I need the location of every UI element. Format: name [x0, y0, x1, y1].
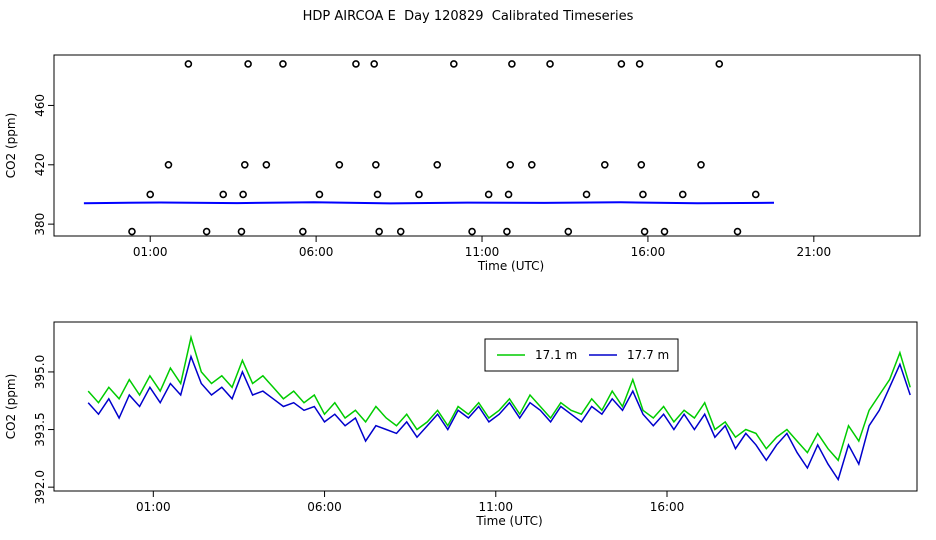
panel1-scatter-point [660, 227, 669, 236]
panel1-scatter-point [506, 160, 515, 169]
panel2-series-line-17-7-m [87, 354, 911, 482]
panel1-scatter-point [202, 227, 211, 236]
panel1-scatter-point [564, 227, 573, 236]
panel1-scatter-point [715, 60, 724, 68]
panel1-scatter-point [375, 227, 383, 236]
panel1-scatter-point [128, 227, 136, 236]
panel1-y-tick-label: 380 [33, 213, 47, 236]
panel1-scatter-point [582, 190, 591, 199]
panel1-scatter-point [640, 227, 649, 236]
panel1-scatter-point [503, 227, 511, 236]
panel1-scatter-point [352, 60, 360, 68]
panel1-scatter-point [450, 60, 458, 68]
panel1-scatter-point [639, 190, 647, 199]
panel1-scatter-point [433, 160, 442, 169]
panel2-x-axis-label: Time (UTC) [475, 514, 542, 528]
panel1-scatter-point [546, 60, 554, 68]
panel1-scatter-point [637, 160, 646, 169]
panel1-scatter-point [635, 60, 644, 68]
panel1-scatter-point [299, 227, 307, 236]
panel1-scatter-point [244, 60, 252, 68]
panel1-scatter-point [733, 227, 742, 236]
panel1-scatter-point [484, 190, 493, 199]
panel1-y-tick-label: 460 [33, 94, 47, 117]
panel1-scatter-point [617, 60, 626, 68]
panel2-y-tick-label: 395.0 [33, 355, 47, 389]
panel2-x-tick-label: 01:00 [136, 500, 171, 514]
panel1-scatter-point [527, 160, 536, 169]
panel1-scatter-point [697, 160, 705, 169]
panel1-scatter-point [237, 227, 246, 236]
panel2-y-tick-label: 392.0 [33, 470, 47, 504]
panel1-scatter-point [240, 160, 249, 169]
panel1-scatter-point [262, 160, 271, 169]
panel1-x-tick-label: 06:00 [299, 245, 334, 259]
page-title: HDP AIRCOA E Day 120829 Calibrated Times… [302, 9, 634, 24]
panel1-scatter-point [504, 190, 513, 199]
panel1-scatter-point [335, 160, 344, 169]
panel1-scatter-point [219, 190, 228, 199]
panel1-scatter-point [370, 60, 378, 68]
panel1-x-tick-label: 16:00 [631, 245, 666, 259]
panel2-series-line-17-1-m [87, 334, 911, 462]
panel1-scatter-point [508, 60, 516, 68]
panel1-scatter-point [239, 190, 247, 199]
panel1-y-tick-label: 420 [33, 153, 47, 176]
panel1-scatter-point [184, 60, 193, 68]
panel1-x-tick-label: 11:00 [465, 245, 500, 259]
panel2-x-tick-label: 16:00 [650, 500, 685, 514]
panel1-scatter-point [279, 60, 287, 68]
panel1-timeseries-line [83, 201, 775, 205]
panel1-scatter-point [315, 190, 324, 199]
panel2-x-tick-label: 11:00 [478, 500, 513, 514]
panel1-scatter-point [751, 190, 760, 199]
panel1-scatter-point [146, 190, 155, 199]
panel1-scatter-point [468, 227, 476, 236]
panel1-scatter-point [373, 190, 382, 199]
panel1-scatter-point [415, 190, 423, 199]
panel1-y-axis-label: CO2 (ppm) [4, 113, 18, 179]
panel1-scatter-point [600, 160, 609, 169]
panel2-y-axis-label: CO2 (ppm) [4, 374, 18, 440]
panel1-x-tick-label: 21:00 [797, 245, 832, 259]
panel1-scatter-point [164, 160, 173, 169]
panel1-x-axis-label: Time (UTC) [477, 259, 544, 273]
panel1-scatter-point [396, 227, 405, 236]
panel2-legend-label: 17.1 m [535, 348, 577, 362]
panel2-x-tick-label: 06:00 [307, 500, 342, 514]
panel1-scatter-point [678, 190, 687, 199]
panel1-scatter-point [372, 160, 380, 169]
panel2-plot-frame [53, 321, 918, 492]
panel2-y-tick-label: 393.5 [33, 412, 47, 446]
panel1-plot-frame [53, 54, 921, 237]
panel2-legend-label: 17.7 m [627, 348, 669, 362]
panel1-x-tick-label: 01:00 [133, 245, 168, 259]
